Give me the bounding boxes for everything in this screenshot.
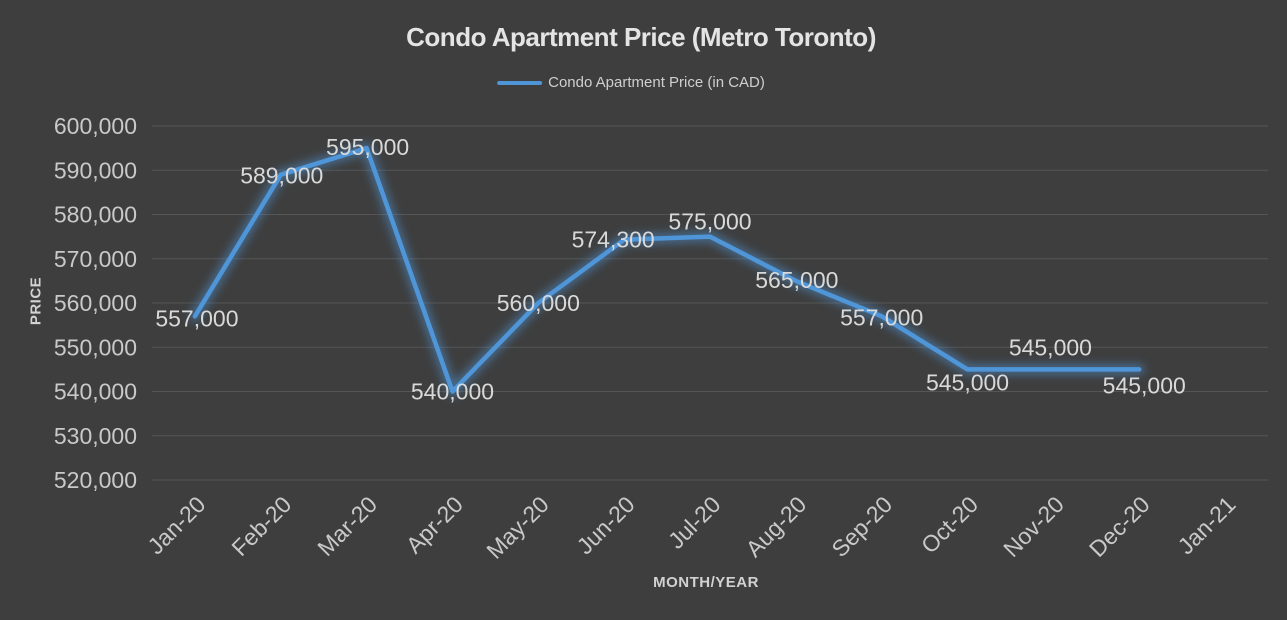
x-tick-label: Apr-20	[401, 491, 468, 558]
data-label: 595,000	[326, 134, 409, 160]
legend-line-marker-icon	[497, 80, 543, 85]
x-axis-title: MONTH/YEAR	[653, 574, 759, 591]
legend-label: Condo Apartment Price (in CAD)	[548, 74, 765, 91]
data-label: 560,000	[497, 290, 580, 316]
price-line-glow	[189, 142, 1145, 397]
x-axis-tick-labels: Jan-20 Feb-20 Mar-20 Apr-20 May-20 Jun-20 Jul-…	[142, 491, 1240, 564]
x-tick-label: May-20	[481, 491, 554, 564]
x-tick-label: Jun-20	[572, 491, 640, 559]
y-tick-label: 530,000	[54, 423, 137, 449]
data-label: 589,000	[240, 163, 323, 189]
y-tick-label: 580,000	[54, 202, 137, 228]
price-line	[192, 145, 1142, 394]
legend: Condo Apartment Price (in CAD)	[497, 74, 765, 91]
x-tick-label: Mar-20	[312, 491, 382, 561]
y-tick-label: 560,000	[54, 290, 137, 316]
x-tick-label: Jan-21	[1172, 491, 1240, 559]
gridlines	[152, 125, 1268, 481]
y-tick-label: 540,000	[54, 379, 137, 405]
x-tick-label: Dec-20	[1084, 491, 1155, 562]
y-tick-label: 550,000	[54, 334, 137, 360]
price-series	[189, 142, 1145, 397]
data-label: 545,000	[1009, 334, 1092, 360]
y-tick-label: 590,000	[54, 157, 137, 183]
y-axis-tick-labels: 600,000 590,000 580,000 570,000 560,000 550,0…	[54, 113, 137, 493]
y-tick-label: 600,000	[54, 113, 137, 139]
data-label: 565,000	[755, 267, 838, 293]
y-tick-label: 520,000	[54, 467, 137, 493]
x-tick-label: Feb-20	[226, 491, 296, 561]
data-label: 557,000	[840, 304, 923, 330]
data-label: 574,300	[572, 227, 655, 253]
data-label: 540,000	[411, 379, 494, 405]
x-tick-label: Jan-20	[142, 491, 210, 559]
chart-title: Condo Apartment Price (Metro Toronto)	[406, 22, 876, 52]
x-tick-label: Sep-20	[826, 491, 897, 562]
data-label: 545,000	[926, 369, 1009, 395]
x-tick-label: Oct-20	[916, 491, 983, 558]
data-label: 557,000	[155, 305, 238, 331]
y-tick-label: 570,000	[54, 246, 137, 272]
data-label: 545,000	[1103, 372, 1186, 398]
x-tick-label: Nov-20	[998, 491, 1069, 562]
x-tick-label: Aug-20	[741, 491, 812, 562]
data-label: 575,000	[668, 209, 751, 235]
x-tick-label: Jul-20	[663, 491, 726, 554]
